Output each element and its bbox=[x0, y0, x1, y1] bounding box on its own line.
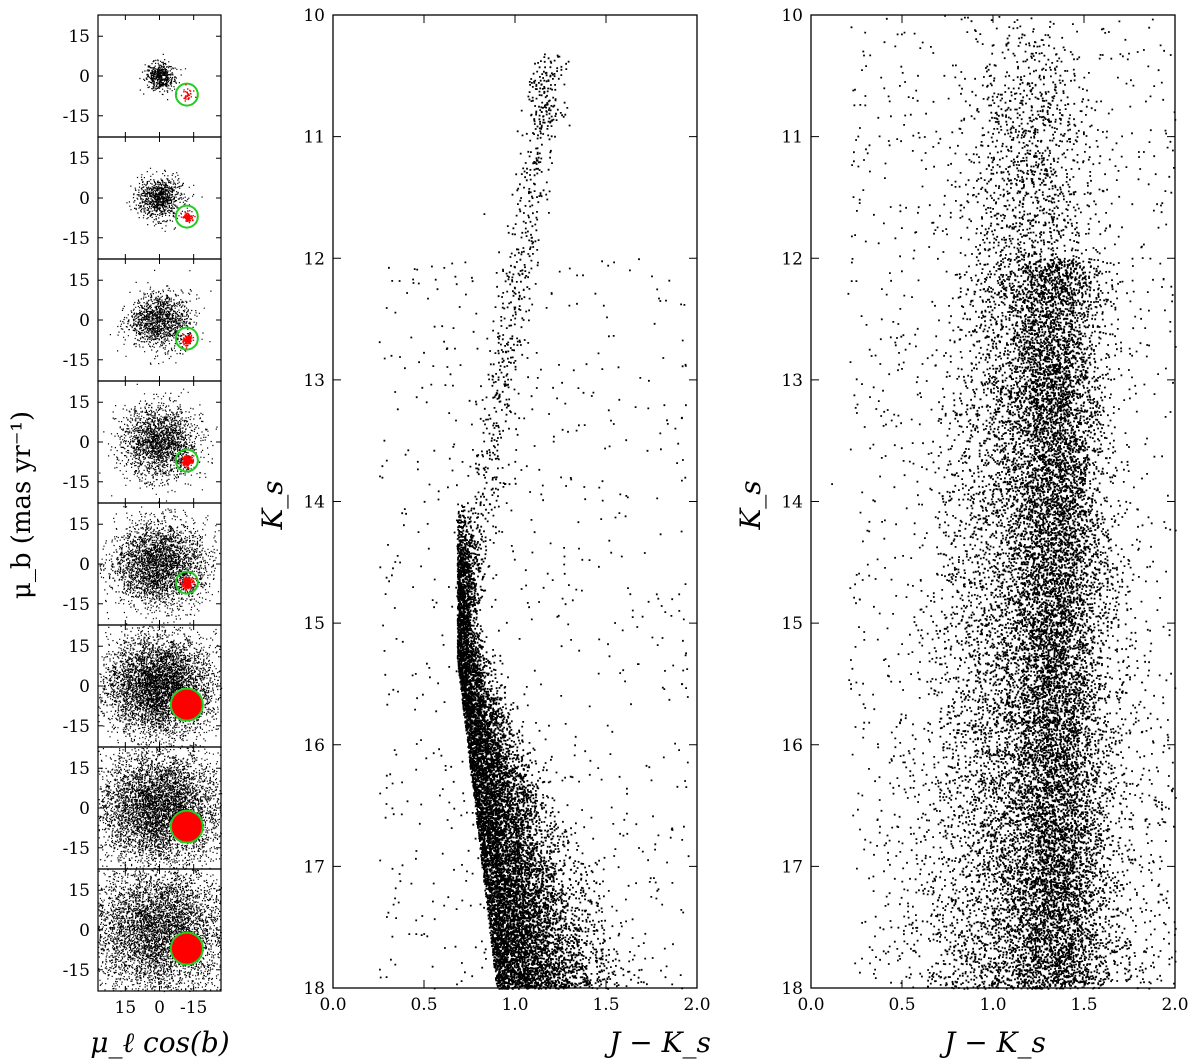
cmd-mid-ylabel-wrap: K_s bbox=[256, 480, 289, 530]
pm-field-points bbox=[98, 625, 223, 749]
pm-ytick-label: 15 bbox=[68, 271, 90, 291]
pm-ytick-label: 15 bbox=[68, 759, 90, 779]
pm-field-points bbox=[126, 167, 203, 232]
pm-subpanel: 15 0 -15 bbox=[63, 624, 223, 749]
cmd-ytick-label: 11 bbox=[781, 128, 803, 148]
pm-subpanel: 15 0 -15 bbox=[63, 136, 222, 260]
cmd-xtick-label: 1.5 bbox=[1070, 995, 1097, 1015]
pm-cluster-points bbox=[180, 84, 197, 102]
cmd-xtick-label: 1.0 bbox=[979, 995, 1006, 1015]
pm-ytick-label: -15 bbox=[63, 595, 90, 615]
pm-xtick-label: -15 bbox=[180, 998, 207, 1018]
cmd-points bbox=[831, 15, 1177, 990]
cmd-mid-xlabel: J − K_s bbox=[604, 1026, 711, 1059]
pm-ylabel-text: μ_b (mas yr⁻¹) bbox=[7, 411, 37, 599]
pm-field-points bbox=[99, 506, 222, 626]
pm-selection-circle bbox=[174, 326, 199, 351]
pm-ytick-label: 0 bbox=[79, 433, 90, 453]
pm-xlabel: μ_ℓ cos(b) bbox=[90, 1026, 229, 1059]
pm-cluster-points bbox=[180, 210, 196, 224]
pm-selection-circle bbox=[169, 687, 204, 722]
cmd-points bbox=[378, 53, 690, 990]
pm-ytick-label: 0 bbox=[79, 799, 90, 819]
cmd-members-panel: 10 11 12 13 14 15 16 17 180.0 0.5 1.0 1.5 2.0 bbox=[303, 6, 710, 1015]
pm-xtick-label: 0 bbox=[154, 998, 165, 1018]
cmd-ytick-label: 14 bbox=[781, 493, 803, 513]
pm-cluster-points bbox=[179, 576, 197, 591]
pm-ytick-label: 0 bbox=[79, 189, 90, 209]
cmd-field-panel: 10 11 12 13 14 15 16 17 180.0 0.5 1.0 1.5 2.0 bbox=[781, 6, 1188, 1015]
cmd-ytick-label: 18 bbox=[781, 979, 803, 999]
cmd-ytick-label: 11 bbox=[303, 128, 325, 148]
pm-ytick-label: 15 bbox=[68, 515, 90, 535]
cmd-ytick-label: 12 bbox=[303, 249, 325, 269]
pm-subpanel: 15 0 -15 15 0 -15 bbox=[63, 868, 222, 1018]
cmd-ytick-label: 16 bbox=[781, 736, 803, 756]
cmd-xtick-label: 1.5 bbox=[592, 995, 619, 1015]
pm-selection-circle bbox=[169, 931, 204, 966]
pm-ytick-label: 15 bbox=[68, 881, 90, 901]
pm-ytick-label: 0 bbox=[79, 555, 90, 575]
cmd-ytick-label: 17 bbox=[303, 857, 325, 877]
pm-field-points bbox=[98, 747, 223, 870]
cmd-xtick-label: 2.0 bbox=[1161, 995, 1188, 1015]
cmd-ytick-label: 18 bbox=[303, 979, 325, 999]
pm-field-points bbox=[98, 869, 222, 993]
pm-field-points bbox=[99, 383, 218, 503]
cmd-ytick-label: 13 bbox=[781, 371, 803, 391]
pm-selection-circle bbox=[174, 448, 199, 473]
pm-cluster-points bbox=[182, 333, 195, 349]
cmd-right-xlabel: J − K_s bbox=[939, 1026, 1046, 1059]
cmd-xtick-label: 0.5 bbox=[410, 995, 437, 1015]
pm-ytick-label: -15 bbox=[63, 107, 90, 127]
proper-motion-panels: 150-15150-15150-15150-15150-15150-15150-… bbox=[63, 14, 223, 1018]
pm-ytick-label: 0 bbox=[79, 921, 90, 941]
pm-ytick-label: -15 bbox=[63, 473, 90, 493]
pm-ytick-label: 0 bbox=[79, 677, 90, 697]
pm-ytick-label: 15 bbox=[68, 149, 90, 169]
cmd-ytick-label: 14 bbox=[303, 493, 325, 513]
cmd-ytick-label: 12 bbox=[781, 249, 803, 269]
cmd-xtick-label: 0.5 bbox=[888, 995, 915, 1015]
pm-ytick-label: 15 bbox=[68, 393, 90, 413]
cmd-ytick-label: 17 bbox=[781, 857, 803, 877]
pm-subpanel: 15 0 -15 bbox=[63, 14, 222, 138]
cmd-ytick-label: 10 bbox=[781, 6, 803, 26]
cmd-xtick-label: 0.0 bbox=[797, 995, 824, 1015]
pm-ylabel: μ_b (mas yr⁻¹) bbox=[7, 411, 37, 599]
pm-ytick-label: -15 bbox=[63, 961, 90, 981]
cmd-ytick-label: 16 bbox=[303, 736, 325, 756]
pm-selection-circle bbox=[174, 570, 199, 595]
pm-ytick-label: 15 bbox=[68, 637, 90, 657]
cmd-xtick-label: 1.0 bbox=[501, 995, 528, 1015]
cmd-right-ylabel-wrap: K_s bbox=[734, 480, 767, 530]
cmd-ytick-label: 15 bbox=[781, 614, 803, 634]
pm-selection-circle bbox=[174, 82, 199, 107]
pm-selection-circle bbox=[174, 204, 199, 229]
pm-subpanel: 15 0 -15 bbox=[63, 380, 222, 504]
cmd-right-ylabel: K_s bbox=[734, 480, 767, 530]
pm-ytick-label: -15 bbox=[63, 717, 90, 737]
pm-field-points bbox=[139, 53, 187, 101]
pm-ytick-label: -15 bbox=[63, 229, 90, 249]
pm-subpanel: 15 0 -15 bbox=[63, 746, 223, 870]
pm-subpanel: 15 0 -15 bbox=[63, 258, 222, 382]
pm-ytick-label: -15 bbox=[63, 839, 90, 859]
pm-xtick-label: 15 bbox=[115, 998, 137, 1018]
cmd-xtick-label: 2.0 bbox=[683, 995, 710, 1015]
cmd-xtick-label: 0.0 bbox=[319, 995, 346, 1015]
pm-ytick-label: 0 bbox=[79, 67, 90, 87]
pm-ytick-label: 0 bbox=[79, 311, 90, 331]
pm-ytick-label: 15 bbox=[68, 27, 90, 47]
cmd-ytick-label: 13 bbox=[303, 371, 325, 391]
pm-cluster-points bbox=[178, 454, 195, 469]
cmd-ytick-label: 10 bbox=[303, 6, 325, 26]
pm-selection-circle bbox=[169, 809, 204, 844]
cmd-ytick-label: 15 bbox=[303, 614, 325, 634]
pm-field-points bbox=[109, 269, 212, 365]
pm-ytick-label: -15 bbox=[63, 351, 90, 371]
pm-subpanel: 15 0 -15 bbox=[63, 502, 222, 626]
cmd-mid-ylabel: K_s bbox=[256, 480, 289, 530]
